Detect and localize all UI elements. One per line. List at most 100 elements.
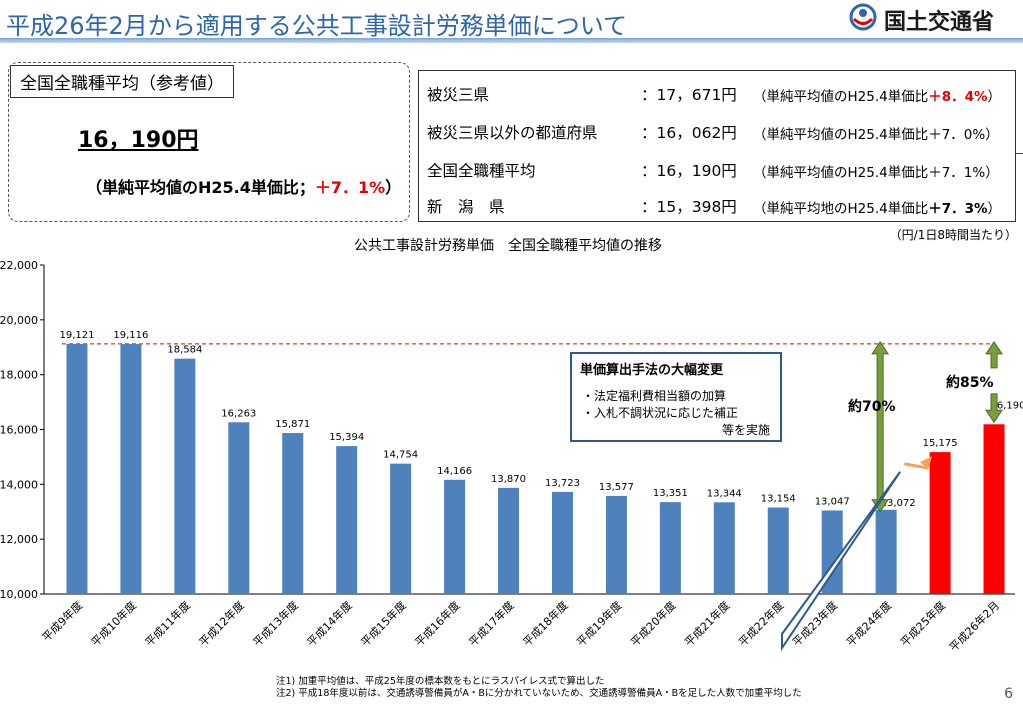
bar [228, 422, 250, 594]
callout-bullet: ・入札不調状況に応じた補正 [582, 406, 739, 420]
data-label: 13,047 [815, 496, 850, 507]
x-tick-label: 平成21年度 [682, 598, 733, 649]
region-name: 被災三県以外の都道府県 [427, 124, 598, 142]
data-label: 16,190 [991, 400, 1023, 411]
summary-note-prefix: （単純平均値のH25.4単価比； [86, 178, 315, 197]
region-compare-prefix: （単純平均地のH25.4単価比 [753, 201, 929, 217]
title-underline-band [0, 38, 1023, 43]
bar [713, 502, 735, 594]
unit-note: （円/1日8時間当たり） [889, 228, 1017, 242]
increase-arrow-head [920, 456, 933, 471]
bar [390, 463, 412, 594]
annotation-arrows [781, 341, 1003, 652]
data-label: 15,871 [275, 419, 310, 430]
data-labels: 19,121 19,116 18,584 16,263 15,871 15,394 14,7… [59, 330, 1023, 509]
region-compare: （単純平均値のH25.4単価比＋7．1%） [753, 165, 999, 181]
y-tick-label: 10,000 [0, 588, 38, 601]
bar [767, 507, 789, 594]
bar [66, 343, 88, 594]
bar [282, 433, 304, 594]
summary-note-suffix: ） [385, 178, 402, 197]
y-tick-label: 14,000 [0, 478, 38, 491]
bar [336, 446, 358, 594]
data-label: 19,121 [59, 330, 94, 341]
x-axis-labels: 平成9年度 平成10年度 平成11年度 平成12年度 平成13年度 平成14年度 平成15年… [39, 598, 1002, 654]
data-label: 16,263 [221, 408, 256, 419]
footnote-2: 注2) 平成18年度以前は、交通誘導警備員がA・Bに分かれていないため、交通誘導… [276, 688, 802, 699]
region-compare-bold: ＋7．3% [928, 201, 988, 217]
region-compare: （単純平均値のH25.4単価比＋7．0%） [753, 127, 999, 143]
region-compare-suffix: ） [987, 89, 1002, 105]
region-name: 全国全職種平均 [427, 162, 536, 180]
callout-bullet: 等を実施 [722, 423, 771, 437]
data-label: 13,870 [491, 474, 526, 485]
callout-pointer [781, 471, 901, 652]
bar [929, 452, 951, 594]
page-number: 6 [1004, 686, 1013, 702]
x-tick-label: 平成17年度 [466, 598, 517, 649]
increase-arrow-line [903, 462, 929, 470]
x-tick-label: 平成20年度 [628, 598, 679, 649]
region-compare: （単純平均地のH25.4単価比＋7．3%） [753, 197, 1001, 217]
summary-value: 16，190円 [78, 128, 199, 153]
bar [983, 424, 1005, 594]
x-tick-label: 平成22年度 [735, 598, 786, 649]
x-tick-label: 平成15年度 [358, 598, 409, 649]
x-tick-label: 平成26年2月 [946, 598, 1002, 654]
data-label: 18,584 [167, 345, 202, 356]
region-name: 被災三県 [427, 86, 490, 104]
region-compare-suffix: ） [987, 201, 1002, 217]
x-tick-label: 平成11年度 [142, 598, 193, 649]
x-tick-label: 平成10年度 [88, 598, 139, 649]
labor-price-bar-chart: 公共工事設計労務単価 全国全職種平均値の推移 10,000 12,000 14,00… [0, 237, 1023, 654]
page-title: 平成26年2月から適用する公共工事設計労務単価について [6, 12, 628, 40]
bar [875, 509, 897, 594]
region-value: ：16，190円 [641, 162, 737, 180]
x-tick-label: 平成18年度 [520, 598, 571, 649]
data-label: 13,072 [881, 498, 916, 509]
data-label: 15,175 [923, 438, 958, 449]
x-tick-label: 平成24年度 [843, 598, 894, 649]
x-tick-label: 平成13年度 [250, 598, 301, 649]
data-label: 14,754 [383, 450, 418, 461]
data-label: 13,723 [545, 478, 580, 489]
bar [605, 495, 627, 594]
region-value: ：15，398円 [641, 198, 737, 216]
data-label: 19,116 [113, 330, 148, 341]
bar [444, 479, 466, 594]
summary-label: 全国全職種平均（参考値） [10, 65, 234, 98]
pct70-annotation: 約70% [848, 399, 896, 415]
region-compare-bold: ＋8．4% [928, 89, 988, 105]
data-label: 13,154 [761, 494, 796, 505]
mlit-emblem-icon [849, 3, 877, 31]
x-tick-label: 平成16年度 [412, 598, 463, 649]
region-compare: （単純平均値のH25.4単価比＋8．4%） [753, 85, 1001, 105]
footnote-1: 注1) 加重平均値は、平成25年度の標本数をもとにラスパイレス式で算出した [276, 676, 605, 687]
region-value: ：17，671円 [641, 86, 737, 104]
chart-title: 公共工事設計労務単価 全国全職種平均値の推移 [354, 237, 662, 254]
region-compare-prefix: （単純平均値のH25.4単価比 [753, 89, 929, 105]
callout-title: 単価算出手法の大幅変更 [580, 363, 724, 378]
y-tick-label: 22,000 [0, 259, 38, 272]
bar [498, 487, 520, 594]
x-tick-label: 平成19年度 [574, 598, 625, 649]
bar [120, 344, 142, 594]
logo-text: 国土交通省 [884, 10, 995, 35]
summary-note: （単純平均値のH25.4単価比；＋7．1%） [86, 174, 401, 198]
summary-note-red: ＋7．1% [314, 178, 386, 197]
summary-box [8, 62, 410, 222]
bars [66, 343, 1005, 594]
region-value: ：16，062円 [641, 124, 737, 142]
x-tick-label: 平成12年度 [196, 598, 247, 649]
pct85-annotation: 約85% [946, 375, 994, 391]
x-tick-label: 平成14年度 [304, 598, 355, 649]
x-tick-label: 平成9年度 [39, 598, 85, 644]
region-table: 被災三県 ：17，671円 （単純平均値のH25.4単価比＋8．4%） 被災三県… [418, 70, 1016, 222]
side-divider [1016, 153, 1023, 154]
method-change-callout: 単価算出手法の大幅変更 ・法定福利費相当額の加算 ・入札不調状況に応じた補正 等… [570, 352, 782, 442]
data-label: 14,166 [437, 466, 472, 477]
x-tick-label: 平成25年度 [897, 598, 948, 649]
bar [174, 358, 196, 594]
pct85-upper-arrow [985, 341, 1003, 369]
pct70-double-arrow [871, 341, 890, 513]
